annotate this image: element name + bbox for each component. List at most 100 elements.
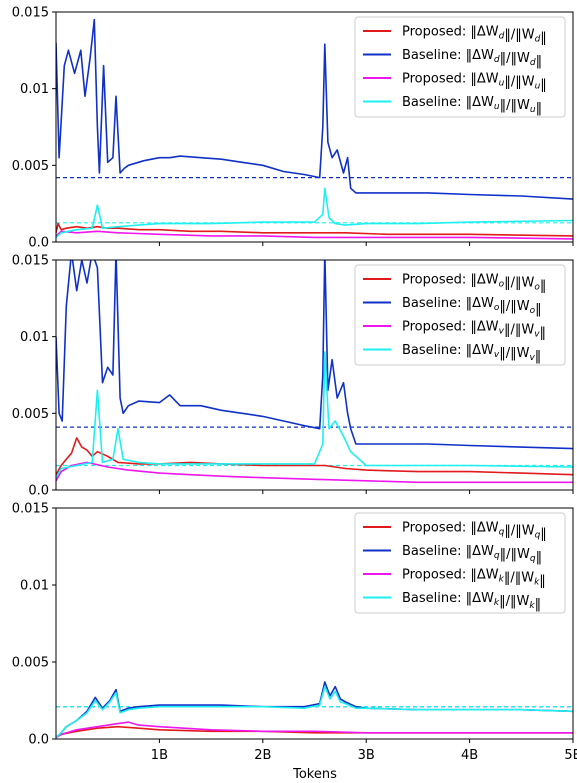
y-tick-label: 0.015 (12, 6, 49, 21)
y-tick-label: 0.005 (12, 656, 49, 671)
legend-box (354, 16, 566, 118)
legend-subscript: d (499, 32, 505, 42)
series-line-o-baseline (56, 260, 573, 450)
legend-text: ‖/‖W (504, 75, 534, 90)
legend: Proposed: ‖ΔWq‖/‖Wq‖Baseline: ‖ΔWq‖/‖Wq‖… (354, 512, 566, 614)
legend-text: ‖ (536, 101, 543, 116)
series-group (56, 260, 573, 484)
y-tick-label: 0.0 (28, 236, 49, 251)
legend-subscript: o (534, 283, 540, 293)
legend-label: Baseline: ‖ΔWo‖/‖Wo‖ (402, 296, 542, 317)
legend-subscript: k (494, 598, 500, 608)
legend-text: ‖/‖W (499, 346, 529, 361)
legend-label: Baseline: ‖ΔWk‖/‖Wk‖ (402, 591, 541, 612)
legend-label: Proposed: ‖ΔWo‖/‖Wo‖ (402, 273, 546, 294)
legend-subscript: q (535, 531, 541, 541)
legend-text: Baseline: ‖ΔW (402, 591, 494, 606)
legend-text: Proposed: ‖ΔW (402, 25, 499, 40)
legend-text: ‖ (536, 550, 543, 565)
x-tick-label: 2B (254, 748, 271, 763)
legend-text: Proposed: ‖ΔW (402, 568, 499, 583)
legend-text: ‖ (536, 54, 543, 69)
legend-text: ‖ (540, 326, 547, 341)
legend-text: Baseline: ‖ΔW (402, 296, 494, 311)
axes-frame (55, 507, 574, 740)
legend-text: Proposed: ‖ΔW (402, 273, 499, 288)
series-line-d-proposed (56, 222, 573, 237)
y-tick-label: 0.01 (20, 330, 49, 345)
legend-text: Baseline: ‖ΔW (402, 48, 494, 63)
legend-subscript: u (530, 105, 536, 115)
legend-label: Proposed: ‖ΔWv‖/‖Wv‖ (402, 320, 546, 341)
legend-subscript: u (535, 82, 541, 92)
series-line-k-baseline (56, 685, 573, 739)
legend-label: Proposed: ‖ΔWu‖/‖Wu‖ (402, 72, 547, 93)
y-tick-label: 0.005 (12, 159, 49, 174)
legend-subscript: q (494, 551, 500, 561)
x-tick-label: 3B (358, 748, 375, 763)
legend-subscript: k (534, 578, 540, 588)
legend-subscript: d (530, 58, 536, 68)
legend-text: ‖/‖W (504, 571, 534, 586)
legend-subscript: v (499, 327, 505, 337)
x-tick-label: 1B (151, 748, 168, 763)
legend-box (354, 264, 566, 366)
legend-subscript: o (494, 303, 500, 313)
legend: Proposed: ‖ΔWd‖/‖Wd‖Baseline: ‖ΔWd‖/‖Wd‖… (354, 16, 566, 118)
legend-box (354, 512, 566, 614)
y-tick-label: 0.01 (20, 82, 49, 97)
legend-text: ‖ (535, 597, 542, 612)
y-tick-label: 0.015 (12, 502, 49, 517)
series-line-u-baseline (56, 187, 573, 238)
legend-text: ‖ (535, 349, 542, 364)
legend-subscript: q (499, 528, 505, 538)
legend-text: Baseline: ‖ΔW (402, 343, 494, 358)
legend-text: ‖/‖W (500, 51, 530, 66)
legend-text: ‖ (535, 302, 542, 317)
series-line-u-proposed (56, 230, 573, 240)
legend-subscript: v (529, 353, 535, 363)
legend-text: ‖ (540, 527, 547, 542)
y-tick-label: 0.005 (12, 407, 49, 422)
y-tick-label: 0.0 (28, 484, 49, 499)
series-line-d-baseline (56, 18, 573, 200)
legend-subscript: u (499, 79, 505, 89)
legend-text: ‖ (540, 279, 547, 294)
legend-text: ‖/‖W (504, 28, 534, 43)
legend-subscript: u (494, 102, 500, 112)
legend-label: Proposed: ‖ΔWq‖/‖Wq‖ (402, 521, 547, 542)
legend-subscript: o (530, 306, 536, 316)
series-line-q-baseline (56, 681, 573, 739)
legend-text: Baseline: ‖ΔW (402, 544, 494, 559)
x-axis-label: Tokens (292, 767, 337, 782)
legend-label: Baseline: ‖ΔWu‖/‖Wu‖ (402, 95, 542, 116)
chart-panel-3: 0.0 0.005 0.01 0.015 1B 2B 3B 4B 5B Proposed: ‖ΔW… (12, 502, 577, 764)
legend-subscript: k (499, 575, 505, 585)
legend-text: ‖/‖W (499, 299, 529, 314)
x-tick-label: 4B (461, 748, 478, 763)
legend-text: ‖/‖W (504, 323, 534, 338)
legend-text: ‖ (540, 31, 547, 46)
series-group (56, 681, 573, 739)
legend-label: Baseline: ‖ΔWv‖/‖Wv‖ (402, 343, 541, 364)
legend: Proposed: ‖ΔWo‖/‖Wo‖Baseline: ‖ΔWo‖/‖Wo‖… (354, 264, 566, 366)
legend-text: ‖ (539, 574, 546, 589)
legend-subscript: v (534, 330, 540, 340)
legend-subscript: d (494, 55, 500, 65)
series-group (56, 18, 573, 240)
legend-label: Baseline: ‖ΔWq‖/‖Wq‖ (402, 544, 542, 565)
y-tick-label: 0.01 (20, 579, 49, 594)
legend-subscript: k (529, 601, 535, 611)
legend-subscript: o (499, 280, 505, 290)
legend-label: Baseline: ‖ΔWd‖/‖Wd‖ (402, 48, 542, 69)
legend-subscript: d (535, 35, 541, 45)
axes-frame (55, 259, 574, 491)
series-line-v-proposed (56, 461, 573, 484)
legend-text: ‖/‖W (504, 524, 534, 539)
legend-text: ‖/‖W (499, 594, 529, 609)
legend-text: Baseline: ‖ΔW (402, 95, 494, 110)
legend-text: ‖/‖W (500, 98, 530, 113)
